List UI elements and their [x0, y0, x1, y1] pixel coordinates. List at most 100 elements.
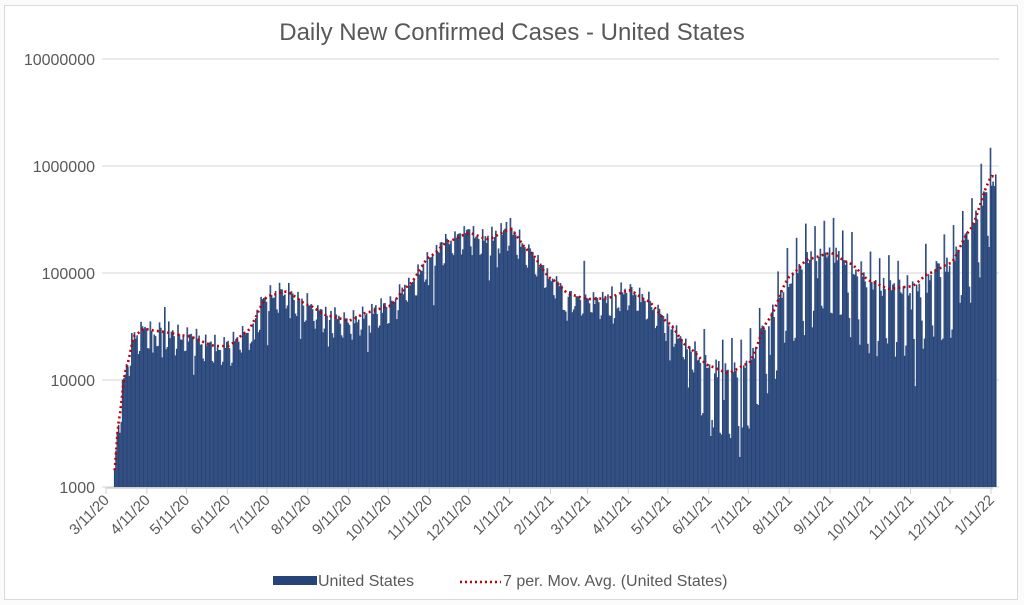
bar	[475, 236, 477, 487]
bar	[907, 295, 910, 487]
bar	[533, 258, 536, 487]
bar	[828, 247, 831, 487]
bar	[359, 335, 361, 487]
bar	[810, 251, 812, 487]
bar	[502, 230, 505, 487]
bar	[526, 267, 529, 487]
bar	[778, 297, 781, 487]
bar	[435, 244, 438, 487]
bar	[921, 320, 923, 487]
bar	[442, 265, 444, 487]
bar	[189, 334, 191, 487]
bar	[640, 302, 642, 487]
bar	[592, 292, 595, 487]
bar	[178, 334, 181, 487]
bar	[691, 369, 694, 487]
bar	[836, 260, 839, 487]
bar	[725, 370, 728, 487]
bar	[413, 279, 415, 487]
bar	[331, 333, 334, 487]
bar	[549, 279, 551, 487]
bar	[173, 336, 175, 487]
bar	[719, 432, 721, 487]
bar	[382, 303, 385, 487]
bar	[616, 308, 619, 487]
bar	[257, 332, 260, 487]
bar	[857, 319, 860, 487]
bar	[488, 280, 491, 487]
x-axis: 3/11/204/11/205/11/206/11/207/11/208/11/…	[66, 487, 998, 544]
bar	[303, 322, 306, 487]
bar	[394, 299, 397, 487]
bar	[509, 217, 512, 488]
x-tick-label: 6/11/21	[669, 492, 716, 539]
bar	[485, 243, 488, 487]
bar	[347, 322, 350, 487]
bar	[881, 295, 884, 487]
bar	[158, 322, 161, 487]
bar	[162, 332, 165, 487]
bar	[203, 361, 206, 487]
bar	[125, 363, 128, 487]
x-tick-label: 4/11/21	[588, 492, 635, 539]
bar	[756, 403, 758, 487]
bar	[653, 308, 656, 487]
bar	[116, 431, 119, 487]
bar	[880, 290, 882, 487]
bar	[261, 299, 264, 487]
bar	[476, 237, 479, 487]
bar	[841, 230, 844, 487]
bar	[853, 274, 856, 487]
bar	[265, 301, 268, 487]
bar	[405, 300, 408, 487]
bar	[336, 319, 339, 487]
bar	[282, 295, 285, 487]
bar	[827, 255, 830, 487]
bar	[298, 299, 301, 487]
bar	[223, 337, 226, 487]
y-tick-label: 10000	[51, 373, 96, 390]
bar	[423, 281, 426, 487]
bar	[874, 280, 877, 487]
bar	[218, 349, 220, 487]
bar	[632, 295, 634, 487]
bar	[963, 240, 965, 487]
bar	[313, 320, 315, 487]
bar	[864, 281, 867, 487]
bar	[150, 331, 153, 487]
bar	[232, 331, 235, 487]
bar	[608, 315, 611, 487]
bar	[310, 304, 313, 487]
bar	[965, 232, 968, 487]
bar	[332, 337, 335, 487]
x-tick-label: 7/11/20	[227, 492, 274, 539]
bar	[351, 339, 353, 487]
bar	[735, 370, 737, 487]
x-tick-label: 3/11/20	[66, 492, 113, 539]
bar	[164, 307, 166, 487]
bar	[758, 308, 761, 487]
bar	[160, 327, 162, 487]
bar	[421, 270, 423, 487]
bar	[294, 313, 297, 487]
bar	[289, 318, 291, 487]
bar	[454, 231, 456, 487]
bar	[135, 338, 137, 487]
bar	[550, 281, 553, 487]
bar	[247, 332, 249, 487]
bar	[973, 223, 976, 487]
bar	[909, 293, 911, 487]
bar	[648, 291, 650, 487]
bar	[328, 320, 331, 487]
bar	[447, 243, 450, 487]
bar	[744, 367, 747, 487]
bar	[320, 309, 323, 487]
bar	[724, 363, 727, 487]
bar	[241, 326, 244, 487]
bar	[698, 359, 700, 487]
chart-area[interactable]: Daily New Confirmed Cases - United State…	[4, 5, 1018, 600]
bar	[897, 260, 900, 487]
x-tick-label: 5/11/21	[628, 492, 675, 539]
bar	[746, 425, 749, 487]
bar	[450, 240, 452, 487]
